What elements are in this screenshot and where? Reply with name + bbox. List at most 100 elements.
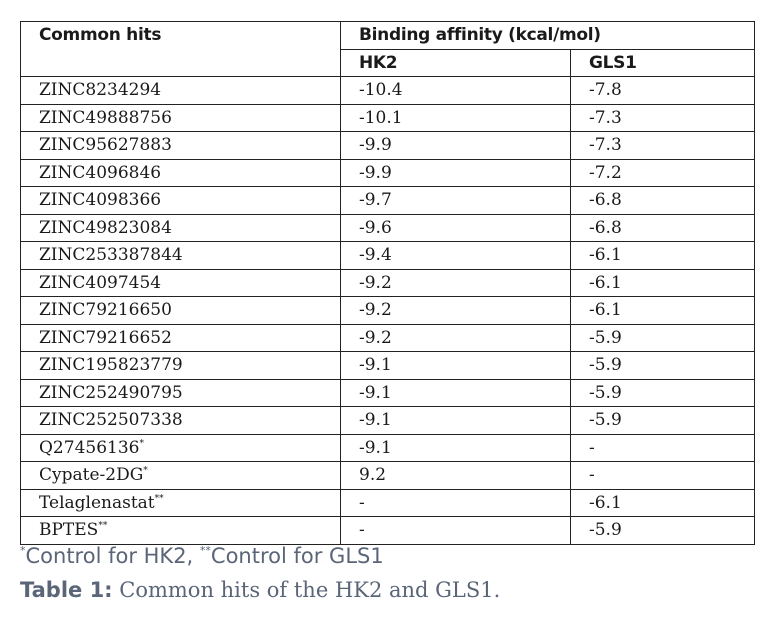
cell-hit-name: ZINC4097454	[20, 268, 341, 297]
caption-text: Common hits of the HK2 and GLS1.	[112, 578, 501, 602]
hit-name: ZINC4096846	[39, 162, 162, 183]
table-row: ZINC4097454 -9.2 -6.1	[20, 268, 755, 297]
caption-label: Table 1:	[20, 578, 113, 602]
table-row: ZINC8234294 -10.4 -7.8	[20, 76, 755, 105]
cell-hk2: -9.7	[340, 186, 571, 215]
header-row-1: Common hits Binding affinity (kcal/mol)	[20, 21, 755, 77]
cell-hk2: -9.2	[340, 323, 571, 352]
hit-name: ZINC252490795	[39, 382, 183, 403]
footnote-text-1: Control for HK2,	[25, 544, 200, 568]
footnote-mark-2: **	[199, 544, 211, 557]
footnote-mark-1: *	[20, 544, 26, 557]
table-row: BPTES** - -5.9	[20, 516, 755, 545]
control-marker: **	[98, 521, 108, 532]
table-row: ZINC95627883 -9.9 -7.3	[20, 131, 755, 160]
cell-gls1: -6.1	[570, 296, 755, 325]
header-binding-affinity: Binding affinity (kcal/mol)	[340, 21, 755, 50]
table-row: ZINC4096846 -9.9 -7.2	[20, 158, 755, 187]
cell-gls1: -	[570, 433, 755, 462]
cell-hit-name: Telaglenastat**	[20, 488, 341, 517]
table-footnote: *Control for HK2, **Control for GLS1	[20, 544, 384, 568]
cell-gls1: -7.2	[570, 158, 755, 187]
control-marker: *	[139, 438, 144, 449]
table-row: ZINC49888756 -10.1 -7.3	[20, 103, 755, 132]
cell-hit-name: ZINC195823779	[20, 351, 341, 380]
table-row: ZINC79216652 -9.2 -5.9	[20, 323, 755, 352]
results-table-container: Common hits Binding affinity (kcal/mol) …	[20, 21, 755, 545]
hit-name: Q27456136	[39, 437, 140, 458]
footnote-text-2: Control for GLS1	[210, 544, 384, 568]
cell-gls1: -5.9	[570, 378, 755, 407]
cell-gls1: -5.9	[570, 323, 755, 352]
table-row: Telaglenastat** - -6.1	[20, 488, 755, 517]
cell-hit-name: ZINC4096846	[20, 158, 341, 187]
cell-hk2: 9.2	[340, 461, 571, 490]
cell-hit-name: ZINC252507338	[20, 406, 341, 435]
cell-hit-name: ZINC253387844	[20, 241, 341, 270]
cell-hit-name: ZINC49888756	[20, 103, 341, 132]
cell-gls1: -7.3	[570, 103, 755, 132]
hit-name: BPTES	[39, 520, 99, 541]
table-row: ZINC195823779 -9.1 -5.9	[20, 351, 755, 380]
hit-name: ZINC79216652	[39, 327, 172, 348]
hit-name: ZINC4098366	[39, 190, 162, 211]
cell-hk2: -9.4	[340, 241, 571, 270]
binding-affinity-table: Common hits Binding affinity (kcal/mol) …	[20, 21, 755, 545]
cell-gls1: -6.1	[570, 241, 755, 270]
table-body: ZINC8234294 -10.4 -7.8 ZINC49888756 -10.1 -7.…	[20, 76, 755, 545]
cell-hk2: -9.2	[340, 268, 571, 297]
cell-hk2: -9.9	[340, 131, 571, 160]
cell-gls1: -5.9	[570, 516, 755, 545]
cell-hk2: -10.4	[340, 76, 571, 105]
header-row-2: HK2 GLS1	[21, 48, 755, 77]
cell-hit-name: ZINC79216650	[20, 296, 341, 325]
hit-name: Telaglenastat	[39, 492, 155, 513]
cell-gls1: -7.3	[570, 131, 755, 160]
cell-hit-name: ZINC8234294	[20, 76, 341, 105]
cell-hk2: -9.2	[340, 296, 571, 325]
hit-name: ZINC95627883	[39, 135, 172, 156]
table-row: ZINC252507338 -9.1 -5.9	[20, 406, 755, 435]
table-row: ZINC253387844 -9.4 -6.1	[20, 241, 755, 270]
cell-hit-name: Cypate-2DG*	[20, 461, 341, 490]
cell-hk2: -9.1	[340, 406, 571, 435]
hit-name: ZINC252507338	[39, 410, 183, 431]
hit-name: ZINC195823779	[39, 355, 183, 376]
hit-name: ZINC79216650	[39, 300, 172, 321]
cell-gls1: -	[570, 461, 755, 490]
cell-gls1: -6.1	[570, 488, 755, 517]
cell-gls1: -7.8	[570, 76, 755, 105]
cell-gls1: -5.9	[570, 406, 755, 435]
cell-hit-name: ZINC95627883	[20, 131, 341, 160]
cell-gls1: -6.8	[570, 213, 755, 242]
cell-hit-name: ZINC4098366	[20, 186, 341, 215]
table-row: ZINC49823084 -9.6 -6.8	[20, 213, 755, 242]
table-row: ZINC4098366 -9.7 -6.8	[20, 186, 755, 215]
control-marker: *	[143, 466, 148, 477]
control-marker: **	[154, 493, 164, 504]
cell-gls1: -5.9	[570, 351, 755, 380]
hit-name: ZINC253387844	[39, 245, 183, 266]
cell-hit-name: ZINC49823084	[20, 213, 341, 242]
cell-hit-name: ZINC79216652	[20, 323, 341, 352]
cell-hk2: -9.6	[340, 213, 571, 242]
table-row: Q27456136* -9.1-	[20, 433, 755, 462]
cell-hk2: -9.9	[340, 158, 571, 187]
hit-name: ZINC8234294	[39, 80, 162, 101]
table-row: ZINC79216650 -9.2 -6.1	[20, 296, 755, 325]
header-gls1: GLS1	[570, 48, 755, 77]
cell-hk2: -	[340, 488, 571, 517]
cell-gls1: -6.8	[570, 186, 755, 215]
cell-hk2: -9.1	[340, 351, 571, 380]
cell-gls1: -6.1	[570, 268, 755, 297]
table-row: Cypate-2DG* 9.2-	[20, 461, 755, 490]
cell-hit-name: Q27456136*	[20, 433, 341, 462]
header-common-hits: Common hits	[20, 21, 341, 77]
cell-hit-name: BPTES**	[20, 516, 341, 545]
header-hk2: HK2	[340, 48, 571, 77]
cell-hk2: -9.1	[340, 378, 571, 407]
cell-hk2: -10.1	[340, 103, 571, 132]
hit-name: ZINC49823084	[39, 217, 172, 238]
table-caption: Table 1: Common hits of the HK2 and GLS1…	[20, 578, 500, 602]
cell-hk2: -	[340, 516, 571, 545]
